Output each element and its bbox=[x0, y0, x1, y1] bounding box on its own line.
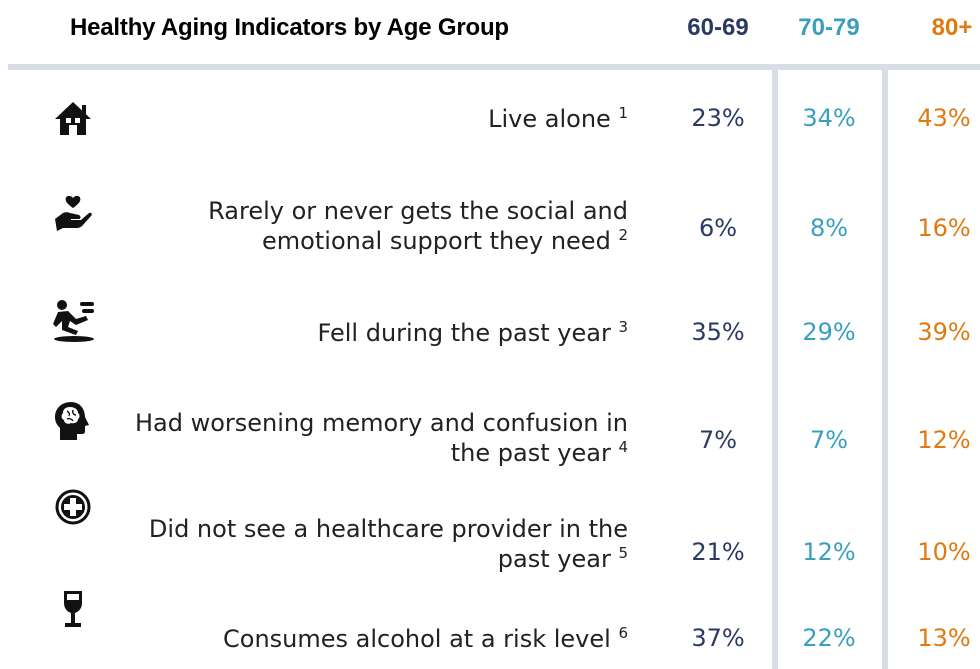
row-label: Live alone 1 bbox=[488, 104, 628, 133]
value-80-plus: 13% bbox=[917, 624, 971, 652]
value-70-79: 34% bbox=[802, 104, 856, 132]
value-80-plus: 43% bbox=[917, 104, 971, 132]
value-70-79: 7% bbox=[809, 426, 849, 454]
chart-title: Healthy Aging Indicators by Age Group bbox=[70, 14, 509, 41]
row-label: Rarely or never gets the social and emot… bbox=[208, 197, 628, 255]
brain-head-icon bbox=[50, 398, 96, 444]
value-60-69: 21% bbox=[691, 538, 745, 566]
value-70-79: 12% bbox=[802, 538, 856, 566]
medical-plus-icon bbox=[50, 484, 96, 530]
value-70-79: 8% bbox=[809, 214, 849, 242]
value-60-69: 7% bbox=[698, 426, 738, 454]
value-80-plus: 12% bbox=[917, 426, 971, 454]
value-80-plus: 10% bbox=[917, 538, 971, 566]
person-falling-icon bbox=[50, 298, 96, 344]
header-divider bbox=[8, 64, 980, 70]
wine-glass-icon bbox=[50, 586, 96, 632]
value-60-69: 37% bbox=[691, 624, 745, 652]
column-header-80-plus: 80+ bbox=[931, 14, 973, 41]
row-label: Had worsening memory and confusion in th… bbox=[134, 409, 628, 467]
row-label: Fell during the past year 3 bbox=[317, 318, 628, 347]
value-60-69: 35% bbox=[691, 318, 745, 346]
value-60-69: 6% bbox=[698, 214, 738, 242]
value-70-79: 22% bbox=[802, 624, 856, 652]
column-header-70-79: 70-79 bbox=[798, 14, 860, 41]
row-label: Did not see a healthcare provider in the… bbox=[148, 515, 628, 573]
column-divider-2 bbox=[882, 70, 888, 669]
heart-hand-icon bbox=[50, 190, 96, 236]
value-60-69: 23% bbox=[691, 104, 745, 132]
house-icon bbox=[50, 96, 96, 142]
row-label: Consumes alcohol at a risk level 6 bbox=[223, 624, 628, 653]
column-header-60-69: 60-69 bbox=[687, 14, 749, 41]
column-divider-1 bbox=[772, 70, 778, 669]
value-80-plus: 39% bbox=[917, 318, 971, 346]
value-80-plus: 16% bbox=[917, 214, 971, 242]
value-70-79: 29% bbox=[802, 318, 856, 346]
